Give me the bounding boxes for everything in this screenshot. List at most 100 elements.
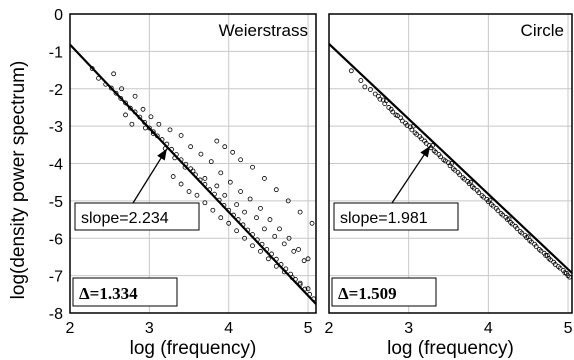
data-point: [273, 263, 279, 269]
data-point: [474, 188, 480, 193]
data-point: [541, 250, 547, 256]
data-point: [273, 187, 279, 193]
data-point: [210, 207, 216, 213]
data-point: [148, 114, 154, 120]
data-point: [119, 86, 124, 92]
data-point: [226, 220, 232, 226]
data-point: [465, 179, 471, 184]
x-tick-label: 2: [325, 320, 334, 337]
data-point: [258, 205, 263, 211]
delta-label-box: [72, 277, 178, 307]
data-point: [265, 256, 271, 262]
slope-label-box: [333, 202, 459, 231]
panel-title: Weierstrass: [219, 21, 308, 40]
data-point: [194, 192, 200, 198]
data-point: [296, 247, 301, 252]
data-point: [222, 144, 228, 150]
data-point: [487, 197, 493, 203]
fit-line: [328, 43, 573, 274]
x-axis-label: log (frequency): [387, 338, 514, 359]
data-point: [393, 112, 399, 118]
grid: [70, 14, 316, 313]
data-point: [450, 166, 456, 172]
data-point: [506, 216, 512, 222]
delta-label: Δ=1.334: [79, 284, 138, 303]
x-tick-label: 5: [304, 320, 313, 337]
x-tick-label: 2: [66, 320, 75, 337]
x-ticks: 2 3 4 5: [66, 320, 313, 337]
data-point: [113, 90, 119, 96]
data-point: [202, 200, 208, 206]
data-point: [242, 209, 247, 215]
data-point: [186, 189, 192, 194]
data-point: [407, 124, 413, 130]
data-point: [202, 176, 208, 181]
data-point: [242, 235, 247, 241]
data-point: [484, 196, 490, 202]
y-ticks: 0 -1 -2 -3 -4 -5 -6 -7 -8: [49, 7, 63, 323]
data-point: [170, 174, 176, 179]
data-point: [441, 157, 447, 163]
slope-label-box: [74, 202, 200, 231]
annotation-arrow: [391, 145, 431, 204]
data-point: [468, 179, 474, 185]
arrowhead: [420, 145, 431, 158]
data-point: [436, 152, 442, 157]
data-point: [156, 121, 162, 127]
data-point: [218, 215, 224, 221]
data-point: [297, 209, 303, 215]
data-point: [238, 189, 244, 194]
x-tick-label: 4: [224, 320, 233, 337]
data-point: [532, 241, 537, 247]
data-point: [403, 120, 408, 126]
data-point: [358, 78, 364, 83]
slope-label: slope=2.234: [81, 210, 169, 227]
panel-circle: 2 3 4 5 Circle slope=1.981 Δ=1.509 log (fre…: [325, 13, 573, 359]
data-point: [267, 217, 273, 222]
data-points: [89, 66, 317, 302]
panel-title: Circle: [521, 21, 564, 40]
data-point: [214, 138, 220, 144]
grid: [329, 14, 572, 313]
data-point: [140, 106, 146, 112]
plot-frame: [69, 13, 317, 314]
data-point: [513, 223, 518, 229]
x-tick-label: 3: [145, 320, 154, 337]
y-tick-label: -7: [49, 269, 63, 286]
data-point: [222, 192, 228, 198]
data-point: [489, 202, 494, 208]
slope-label: slope=1.981: [340, 210, 428, 227]
data-point: [247, 196, 253, 202]
data-point: [129, 121, 135, 127]
arrowhead: [157, 148, 167, 161]
panel-weierstrass: 0 -1 -2 -3 -4 -5 -6 -7 -8 2 3 4 5 Weierstrass slope…: [49, 7, 317, 359]
data-point: [525, 234, 531, 240]
y-tick-label: -4: [49, 157, 63, 174]
data-point: [380, 97, 386, 103]
data-point: [262, 226, 267, 232]
x-tick-label: 3: [404, 320, 413, 337]
data-point: [551, 259, 557, 265]
data-point: [238, 157, 244, 163]
data-point: [277, 226, 282, 232]
data-point: [517, 229, 523, 234]
data-point: [291, 248, 297, 254]
data-point: [544, 253, 550, 258]
data-point: [556, 264, 561, 270]
data-point: [422, 138, 428, 144]
data-point: [111, 71, 117, 77]
data-point: [560, 267, 566, 273]
data-point: [470, 184, 475, 190]
data-point: [208, 159, 214, 165]
data-point: [309, 220, 315, 226]
data-point: [305, 256, 311, 262]
data-point: [262, 176, 267, 181]
data-point: [108, 85, 114, 91]
data-point: [417, 134, 423, 139]
data-point: [281, 241, 287, 247]
data-point: [368, 87, 373, 92]
x-tick-label: 4: [484, 320, 493, 337]
plot-frame: [328, 13, 573, 314]
data-point: [372, 91, 378, 97]
